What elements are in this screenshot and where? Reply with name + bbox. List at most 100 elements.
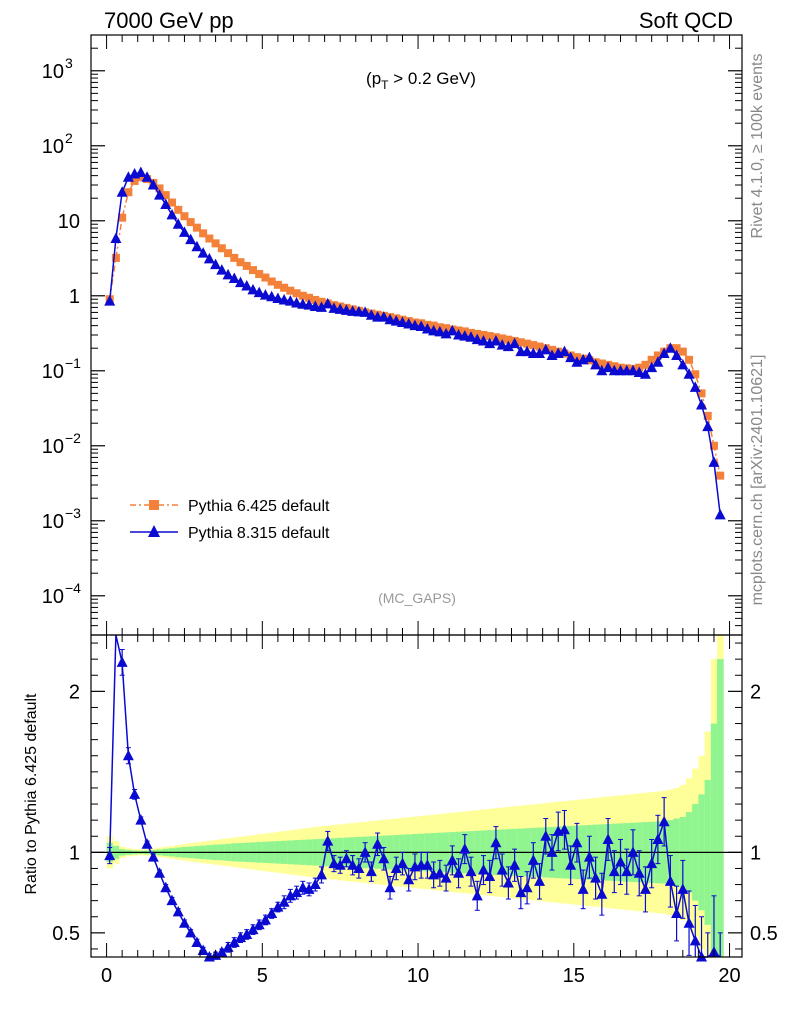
pythia8-point [247,283,259,295]
pythia8-point [303,299,315,310]
mcplots-reference-label: mcplots.cern.ch [arXiv:2401.10621] [749,355,766,606]
main-ytick-label: 10 [42,511,64,533]
main-ytick-label: 10 [58,211,80,233]
pythia8-point [284,295,296,306]
pythia8-point [664,342,676,353]
pythia6-point [267,277,276,286]
ratio-point [390,862,402,873]
pythia8-point [415,320,427,331]
ratio-point [446,854,458,865]
main-ytick-label: 10 [42,361,64,383]
pythia6-point [504,335,513,344]
pythia8-point [702,420,714,432]
legend-pythia6-marker [149,500,159,510]
ratio-point [540,830,552,841]
ratio-point [558,823,570,835]
ratio-point [334,859,346,870]
pythia6-point [697,389,706,398]
ratio-point [328,857,340,869]
pythia6-point [672,344,681,353]
ratio-point [683,917,695,928]
ratio-point [689,934,701,946]
pt-cut-annotation: (pT > 0.2 GeV) [366,69,476,92]
ratio-point [677,883,689,894]
pythia8-point [116,186,128,197]
ratio-point [216,946,228,957]
ratio-point [577,883,589,894]
pythia6-point [205,234,214,243]
pythia8-point [714,508,726,520]
pythia8-point [477,334,489,346]
ratio-point [340,852,352,864]
pythia6-point [111,253,120,262]
main-ytick-exponent: 3 [65,55,73,71]
pythia8-point [583,351,595,363]
pythia8-point [633,366,645,377]
pythia8-point [147,179,159,190]
pythia6-point [255,270,264,279]
ratio-point [247,923,259,935]
ratio-ytick-label-left: 0.5 [52,923,80,945]
pythia8-point [222,268,234,280]
pythia8-point [359,306,371,317]
ratio-point [546,846,558,857]
ratio-xtick-label: 10 [407,965,429,987]
ratio-point [353,862,365,873]
pythia8-point [708,456,720,467]
pythia8-point [509,337,521,349]
pythia8-point [602,361,614,373]
pythia6-point [261,273,270,282]
ratio-point [403,873,415,885]
ratio-point [359,846,371,857]
ratio-point [527,854,539,865]
ratio-point [365,865,377,877]
pt-cut-prefix: (p [366,69,381,88]
pythia6-point [136,173,145,182]
ratio-point [521,881,533,893]
pythia8-point [639,368,651,379]
pythia6-point [167,198,176,207]
ratio-point [347,859,359,870]
main-ytick-label: 10 [42,136,64,158]
ratio-point [154,867,166,878]
pythia6-point [647,355,656,364]
pythia8-point [259,289,271,300]
ratio-point [291,886,303,898]
ratio-xtick-label: 0 [101,965,112,987]
pythia6-point [174,205,183,214]
pythia8-point [291,297,303,308]
main-ytick-label: 10 [42,61,64,83]
pythia8-point [253,286,265,298]
legend-pythia8-label: Pythia 8.315 default [188,525,330,542]
pythia8-point [185,233,197,245]
ratio-point [241,928,253,939]
pythia6-point [685,355,694,364]
pythia8-point [172,218,184,229]
ratio-point [571,836,583,848]
pythia8-point [434,325,446,337]
ratio-ytick-label-right: 1 [750,842,761,864]
legend-pythia8-marker [148,525,160,537]
ratio-point [602,833,614,844]
ratio-point [259,913,271,925]
ratio-point [477,864,489,875]
pythia6-point [498,334,507,343]
pythia6-point [523,339,532,348]
ratio-point [608,865,620,877]
pythia8-point [216,264,228,275]
pythia8-point [465,331,477,342]
ratio-band-inner [717,659,724,957]
ratio-point [384,881,396,893]
ratio-point [565,859,577,870]
ratio-point [652,833,664,844]
pythia8-point [166,208,178,220]
pythia6-point [180,212,189,221]
header-right-title: Soft QCD [639,8,733,33]
main-ytick-exponent: −1 [65,355,81,371]
ratio-point [222,941,234,952]
pythia8-point [558,345,570,357]
ratio-point [129,788,141,799]
ratio-point [646,857,658,869]
ratio-point [453,867,465,878]
pythia8-point [646,361,658,373]
